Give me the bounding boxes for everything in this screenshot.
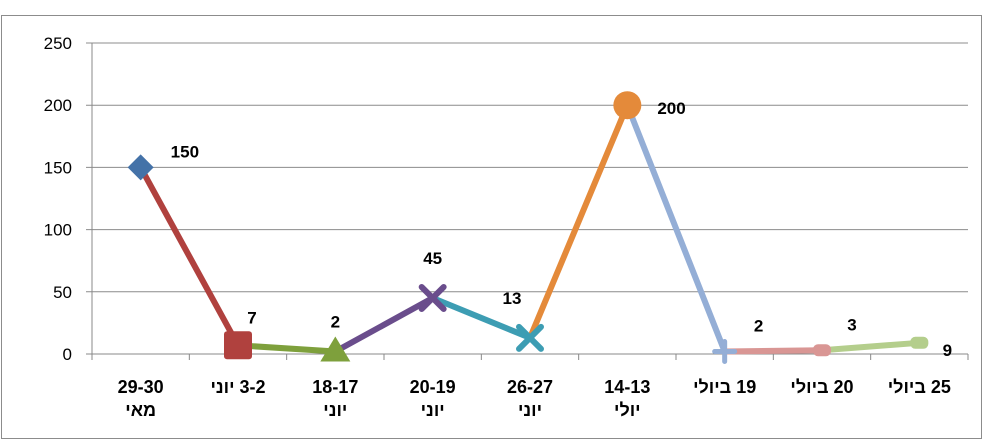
data-label: 2 [754,317,763,336]
x-tick-label: 20-19 [410,377,456,397]
data-label: 150 [171,142,199,161]
y-tick-label: 250 [44,34,72,53]
data-label: 3 [847,315,856,334]
series-line-segment [721,347,825,355]
data-point [516,323,544,352]
data-point [127,154,154,181]
data-point [224,331,252,360]
series-line-segment [137,164,241,349]
data-label: 13 [503,289,522,308]
x-tick-label: 19 ביולי [693,377,756,397]
y-tick-label: 150 [44,158,72,177]
y-tick-label: 0 [63,345,72,364]
x-tick-label: יוני [421,400,445,420]
x-tick-label: מאי [125,400,156,420]
data-point [320,336,351,362]
series-line-segment [332,295,436,355]
series-line-segment [429,295,533,341]
data-label: 45 [423,249,442,268]
data-label: 2 [331,313,340,332]
y-tick-label: 200 [44,96,72,115]
data-point [418,284,447,313]
x-tick-label: יוני [323,400,347,420]
x-tick-label: 26-27 [507,377,553,397]
y-tick-label: 100 [44,221,72,240]
x-tick-label: 18-17 [312,377,358,397]
x-tick-label: יוני [518,400,542,420]
series-line-segment [624,102,728,355]
data-label: 9 [943,341,952,360]
data-point [813,344,831,357]
data-label: 200 [657,99,685,118]
data-point [910,336,929,349]
x-tick-label: 14-13 [604,377,650,397]
chart-frame [1,15,982,439]
data-label: 7 [247,308,256,327]
data-point [712,339,738,365]
series-line-segment [527,102,631,341]
x-tick-label: יולי [614,400,641,420]
series-line-segment [235,342,339,355]
x-tick-label: 20 ביולי [790,377,853,397]
x-tick-label: 3-2 יוני [210,377,265,397]
y-tick-label: 50 [53,283,72,302]
data-point [613,91,642,120]
x-tick-label: 25 ביולי [888,377,951,397]
series-line-segment [819,339,923,354]
x-tick-label: 29-30 [118,377,164,397]
